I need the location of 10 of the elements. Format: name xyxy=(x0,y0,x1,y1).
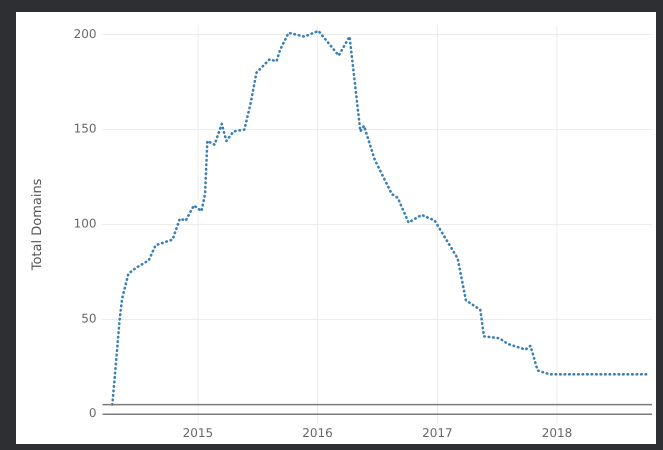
y-tick-label: 200 xyxy=(74,26,97,41)
x-tick-label: 2017 xyxy=(422,426,453,440)
y-tick-label: 150 xyxy=(74,122,97,136)
x-tick-label: 2015 xyxy=(182,426,214,440)
x-tick-label: 2018 xyxy=(542,426,572,440)
y-tick-label: 0 xyxy=(88,406,97,420)
x-tick-label: 2016 xyxy=(302,426,333,440)
y-tick-label: 100 xyxy=(74,216,97,231)
y-axis-title: Total Domains xyxy=(30,178,46,272)
y-tick-label: 50 xyxy=(81,311,97,326)
